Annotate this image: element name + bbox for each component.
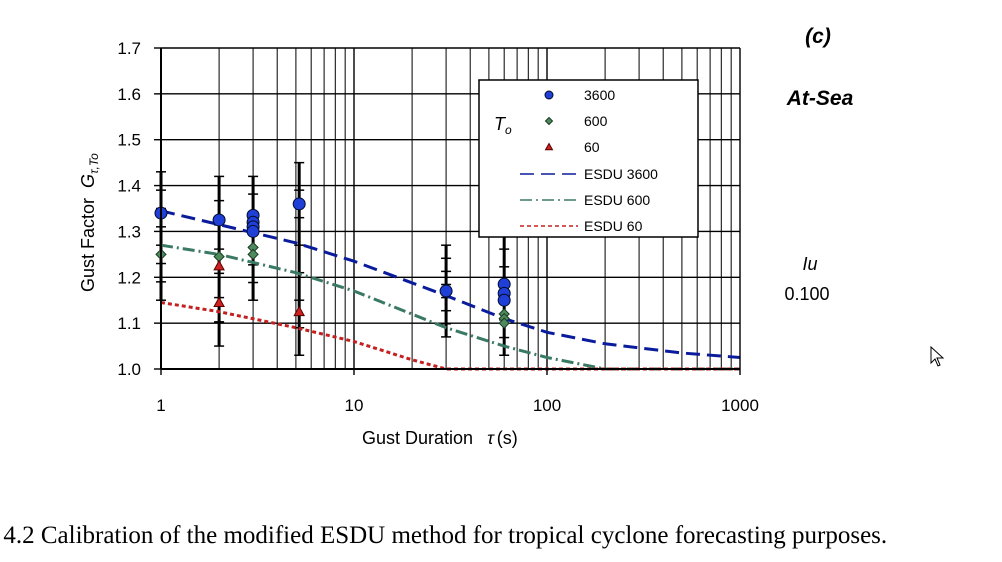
- x-tick-label: 100: [533, 396, 561, 415]
- marker-diamond: [498, 317, 510, 329]
- y-tick-label: 1.5: [117, 131, 141, 150]
- panel-label: (c): [805, 25, 831, 48]
- y-tick-label: 1.1: [117, 314, 141, 333]
- marker-circle: [439, 284, 453, 298]
- gust-factor-chart: 1.0 1.1 1.2 1.3 1.4 1.5 1.6 1.7 1 10 100 1000 To 36…: [78, 25, 854, 448]
- y-tick-label: 1.2: [117, 268, 141, 287]
- x-tick-label: 10: [345, 396, 364, 415]
- legend-label: ESDU 60: [584, 218, 643, 234]
- y-tick-label: 1.7: [117, 39, 141, 58]
- x-tick-label: 1000: [721, 396, 759, 415]
- figure-caption: e 4.2 Calibration of the modified ESDU m…: [0, 522, 888, 549]
- y-tick-label: 1.0: [117, 360, 141, 379]
- marker-diamond: [247, 248, 259, 261]
- marker-diamond: [544, 116, 554, 126]
- mouse-pointer-icon: [930, 346, 945, 367]
- marker-triangle: [544, 142, 554, 151]
- condition-label: At-Sea: [786, 87, 854, 110]
- y-tick-label: 1.6: [117, 85, 141, 104]
- iu-value: 0.100: [784, 284, 829, 304]
- tick-labels: 1.0 1.1 1.2 1.3 1.4 1.5 1.6 1.7 1 10 100 1000: [117, 39, 759, 415]
- legend-label: ESDU 600: [584, 192, 650, 208]
- marker-triangle: [293, 305, 306, 317]
- iu-label: Iu: [802, 254, 817, 274]
- series-line: [160, 243, 740, 371]
- legend-label: 60: [584, 139, 600, 155]
- axes: [154, 47, 741, 375]
- legend-label: ESDU 3600: [584, 166, 658, 182]
- x-axis-label: Gust Duration τ (s): [362, 428, 518, 448]
- y-tick-label: 1.4: [117, 177, 141, 196]
- y-axis-label: Gust FactorGτ,To: [78, 153, 101, 292]
- legend: To 3600 600 60 ESDU 3600 ESDU 600 ESDU 60: [478, 79, 699, 238]
- legend-items: 3600 600 60 ESDU 3600 ESDU 600 ESDU 60: [520, 87, 658, 234]
- legend-label: 3600: [584, 87, 615, 103]
- marker-circle: [497, 293, 511, 307]
- marker-circle: [292, 197, 306, 211]
- esdu-curves: [160, 209, 741, 371]
- legend-label: 600: [584, 113, 608, 129]
- marker-circle: [246, 224, 260, 238]
- x-tick-label: 1: [156, 396, 165, 415]
- marker-triangle: [213, 296, 225, 308]
- marker-triangle: [213, 259, 225, 271]
- error-bars: [156, 161, 510, 356]
- y-tick-label: 1.3: [117, 222, 141, 241]
- legend-box: [478, 79, 699, 238]
- data-points: [154, 197, 511, 329]
- legend-title: To: [494, 114, 512, 137]
- marker-circle: [544, 90, 554, 100]
- series-line: [160, 301, 740, 371]
- marker-circle: [212, 213, 226, 227]
